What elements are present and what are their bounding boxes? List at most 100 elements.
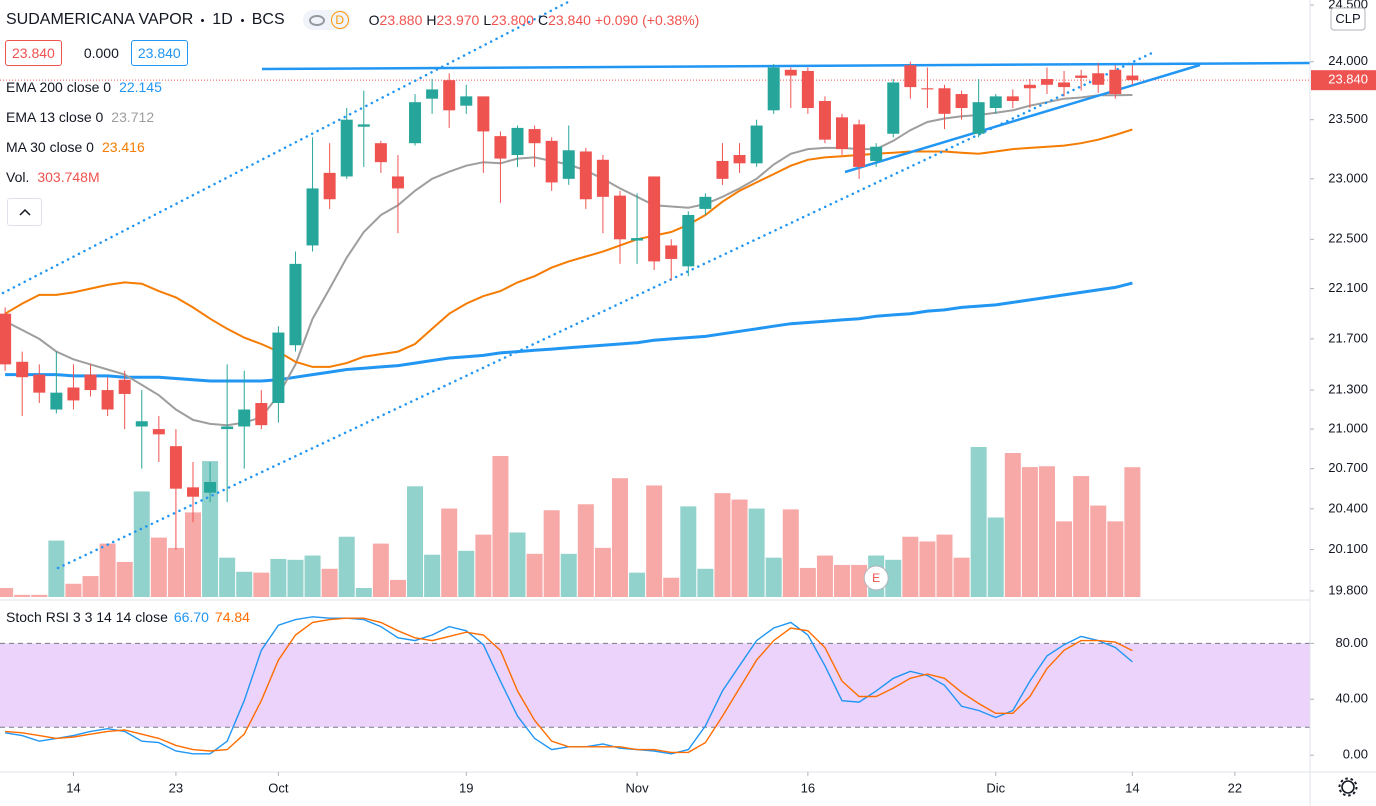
stoch-title: Stoch RSI 3 3 14 14 close (6, 609, 168, 625)
candle-body (50, 392, 63, 410)
candle-body (118, 379, 131, 394)
trend-line[interactable] (261, 61, 1311, 71)
candle-body (699, 196, 712, 209)
volume-bar (970, 447, 987, 597)
candle-body (186, 487, 199, 497)
volume-bar (202, 461, 219, 597)
candle-body (750, 125, 763, 164)
quote-box: 0.000 (83, 45, 119, 61)
volume-bar (1038, 466, 1055, 597)
chevron-icon (18, 208, 31, 216)
volume-bar (270, 558, 287, 597)
candle-body (1006, 96, 1019, 102)
ohlc-legend: O 23.880 H 23.970 L 23.800 C 23.840 +0.090 (+0.38… (369, 12, 700, 28)
volume-bar (748, 508, 765, 597)
candle-body (1092, 73, 1105, 85)
candle-body (33, 374, 46, 393)
y-tick-label: 80.00 (1335, 635, 1368, 650)
settings-icon[interactable] (1338, 777, 1358, 797)
eye-icon (308, 14, 325, 26)
x-tick-label: Nov (626, 780, 650, 795)
volume-bar (543, 510, 560, 597)
candle-body (955, 94, 968, 109)
volume-bar (663, 577, 680, 597)
volume-bar (1056, 521, 1073, 597)
y-tick-label: 23.000 (1328, 170, 1368, 185)
x-tick-label: Oct (268, 780, 289, 795)
candle-body (767, 67, 780, 111)
legend-name: EMA 13 close 0 (6, 109, 104, 125)
volume-bar (834, 564, 851, 597)
candle-body (562, 150, 575, 179)
candle-body (101, 390, 114, 410)
currency-box[interactable] (1330, 7, 1366, 31)
candle-body (870, 146, 883, 161)
stoch-line (5, 617, 1133, 754)
candle-body (16, 361, 29, 378)
y-tick-label: 22.100 (1328, 280, 1368, 295)
ohlc-value: 23.880 (379, 12, 423, 28)
trend-line[interactable] (844, 63, 1201, 174)
event-marker[interactable] (863, 565, 889, 591)
interval[interactable]: 1D (212, 11, 233, 28)
volume-bar (475, 534, 492, 597)
candle-body (733, 155, 746, 164)
quote-box: 23.840 (5, 40, 62, 66)
y-tick-label: 21.300 (1328, 382, 1368, 397)
y-tick-label: 22.500 (1328, 231, 1368, 246)
volume-bar (629, 572, 646, 597)
ohlc-key: H (426, 12, 437, 28)
candle-layer: E (0, 61, 1139, 591)
volume-bar (14, 594, 31, 597)
candle-body (84, 374, 97, 391)
legend-row: Vol. 303.748M (6, 169, 100, 185)
candle-body (340, 119, 353, 177)
price-tag (1311, 70, 1376, 91)
x-tick-label: 22 (1228, 780, 1242, 795)
volume-bar (150, 537, 167, 597)
candle-body (716, 160, 729, 179)
x-tick-label: Dic (986, 780, 1005, 795)
volume-bar (816, 555, 833, 597)
ohlc-key: C (537, 12, 549, 28)
volume-bar (1124, 467, 1141, 597)
change: +0.090 (594, 12, 639, 28)
volume-bar (646, 485, 663, 597)
y-tick-label: 24.500 (1328, 0, 1368, 11)
volume-bar (424, 554, 441, 597)
candle-body (784, 69, 797, 76)
ohlc-value: 23.800 (491, 12, 534, 28)
volume-bar (526, 553, 543, 597)
candle-body (1040, 79, 1053, 85)
candle-body (528, 129, 541, 144)
candle-body (323, 172, 336, 200)
candle-body (613, 195, 626, 240)
volume-bar (82, 576, 99, 597)
volume-bar (509, 532, 526, 597)
candle-body (169, 446, 182, 489)
candle-body (801, 70, 814, 109)
legend-value: 23.712 (111, 109, 155, 125)
candle-body (494, 136, 507, 159)
y-tick-label: 20.700 (1328, 460, 1368, 475)
legend-row: EMA 200 close 0 22.145 (6, 79, 162, 95)
channel-line[interactable] (56, 51, 1154, 570)
legend-value: 23.416 (101, 139, 145, 155)
candle-body (289, 263, 302, 346)
collapse-button[interactable] (7, 198, 42, 226)
candle-body (836, 117, 849, 150)
volume-bar (287, 559, 304, 597)
candle-body (1109, 69, 1122, 95)
volume-bar (902, 536, 919, 597)
symbol-name[interactable]: SUDAMERICANA VAPOR (6, 11, 194, 28)
legend-value: 74.84 (214, 609, 250, 625)
legend-name: MA 30 close 0 (6, 139, 94, 155)
candle-body (938, 88, 951, 114)
candle-body (391, 176, 404, 189)
volume-bar (99, 543, 116, 597)
visibility-toggle[interactable]: D (302, 10, 351, 30)
candle-body (972, 102, 985, 134)
y-tick-label: 0.00 (1343, 747, 1368, 762)
candle-body (648, 176, 661, 262)
